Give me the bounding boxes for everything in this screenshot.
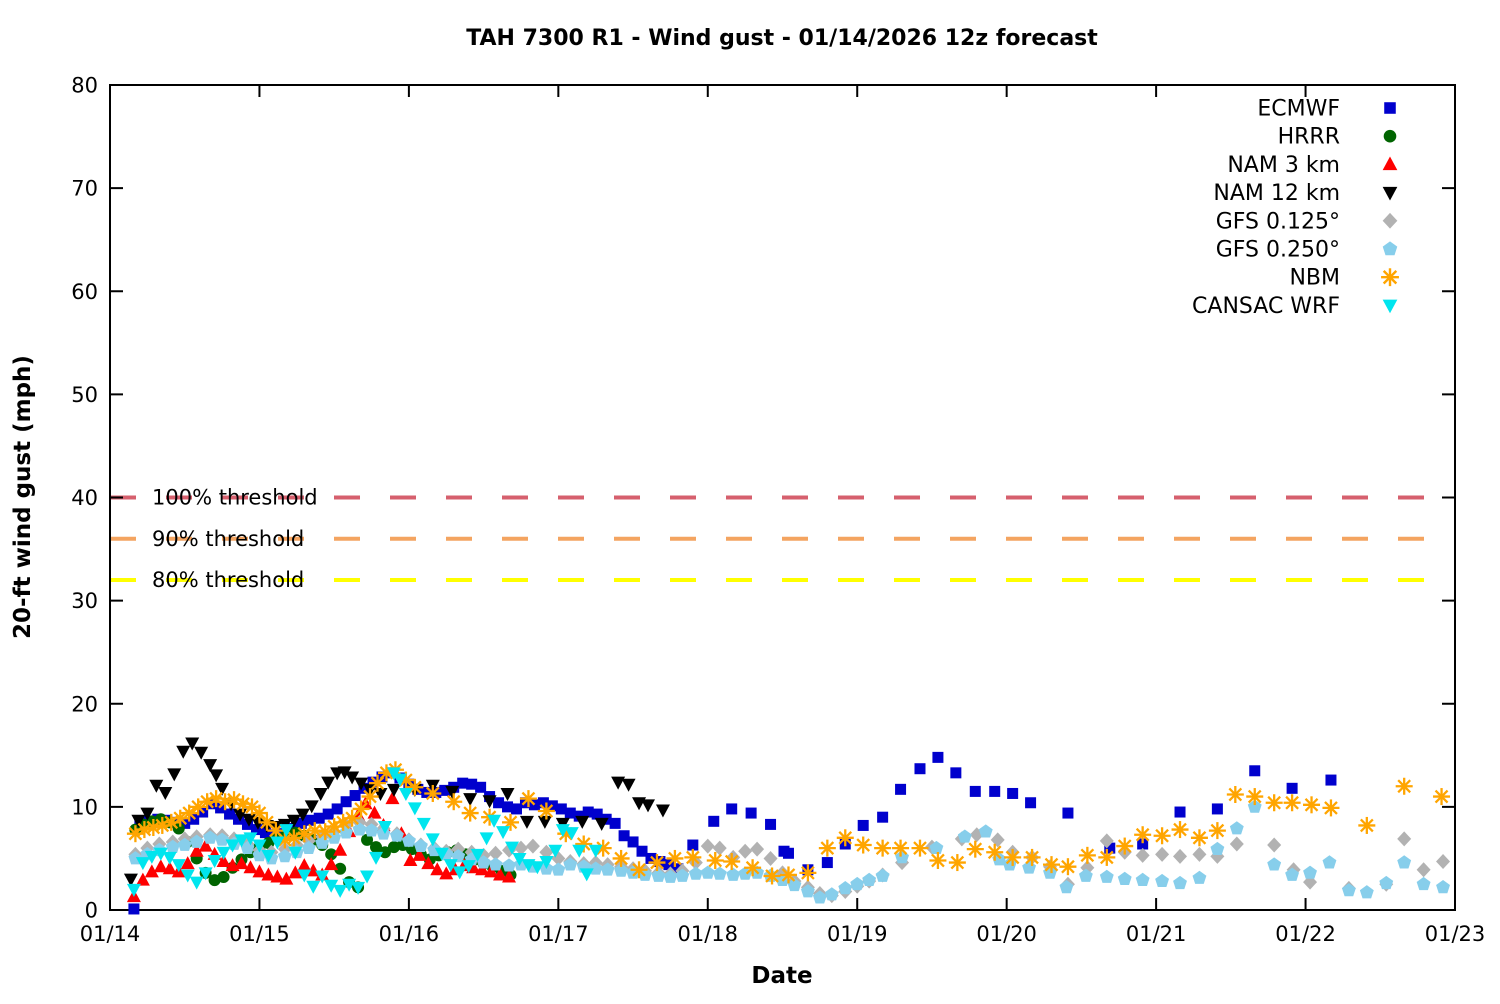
legend: ECMWF HRRR NAM 3 km NAM 12 km GFS 0.125° GFS …	[1192, 97, 1399, 319]
y-tick-label: 80	[71, 74, 98, 98]
x-tick-label: 01/23	[1425, 922, 1486, 946]
y-tick-label: 70	[71, 177, 98, 201]
threshold-label: 80% threshold	[152, 568, 304, 592]
x-axis-label: Date	[751, 963, 812, 989]
axes: 01/14 01/15 01/16 01/17 01/18 01/19 01/20 01/21…	[71, 74, 1485, 947]
y-tick-label: 20	[71, 692, 98, 716]
legend-label: GFS 0.250°	[1216, 238, 1340, 263]
legend-marker-square-icon	[1384, 102, 1396, 114]
legend-item-hrrr: HRRR	[1278, 125, 1397, 150]
y-tick-label: 10	[71, 795, 98, 819]
legend-label: ECMWF	[1257, 97, 1340, 122]
y-tick-label: 0	[85, 899, 98, 923]
x-tick-label: 01/15	[229, 922, 290, 946]
y-tick-label: 60	[71, 280, 98, 304]
threshold-label: 90% threshold	[152, 527, 304, 551]
y-tick-label: 40	[71, 486, 98, 510]
legend-label: HRRR	[1278, 125, 1340, 150]
legend-item-gfs-0-125-: GFS 0.125°	[1216, 209, 1398, 234]
y-tick-label: 50	[71, 383, 98, 407]
legend-label: NAM 12 km	[1213, 181, 1340, 206]
legend-marker-diamond-icon	[1382, 212, 1398, 229]
x-tick-label: 01/18	[678, 922, 739, 946]
series-cansac-wrf	[126, 767, 603, 898]
x-tick-label: 01/20	[976, 922, 1037, 946]
series-gfs-0-125-	[128, 814, 1451, 904]
series-nam-12-km	[123, 737, 670, 887]
x-tick-label: 01/16	[379, 922, 440, 946]
y-tick-label: 30	[71, 589, 98, 613]
legend-item-nam-12-km: NAM 12 km	[1213, 181, 1398, 206]
legend-marker-triangle-down-icon	[1382, 186, 1398, 201]
legend-marker-pentagon-icon	[1382, 241, 1398, 256]
data-points	[123, 737, 1451, 915]
legend-label: CANSAC WRF	[1192, 294, 1340, 319]
legend-marker-triangle-down-icon	[1382, 299, 1398, 314]
legend-item-gfs-0-250-: GFS 0.250°	[1216, 238, 1398, 263]
legend-marker-triangle-up-icon	[1382, 156, 1398, 171]
x-tick-label: 01/19	[827, 922, 888, 946]
legend-marker-asterisk-icon	[1381, 268, 1399, 287]
chart-title: TAH 7300 R1 - Wind gust - 01/14/2026 12z…	[466, 26, 1098, 51]
legend-label: NBM	[1289, 266, 1340, 291]
legend-marker-circle-icon	[1383, 129, 1397, 143]
legend-item-ecmwf: ECMWF	[1257, 97, 1396, 122]
legend-item-nam-3-km: NAM 3 km	[1227, 153, 1398, 178]
legend-item-cansac-wrf: CANSAC WRF	[1192, 294, 1398, 319]
x-tick-label: 01/14	[80, 922, 141, 946]
y-axis-label: 20-ft wind gust (mph)	[10, 355, 36, 639]
threshold-lines: 100% threshold 90% threshold 80% threshold	[110, 486, 1455, 592]
legend-item-nbm: NBM	[1289, 266, 1399, 291]
x-tick-label: 01/22	[1275, 922, 1336, 946]
legend-label: NAM 3 km	[1227, 153, 1340, 178]
x-tick-label: 01/17	[528, 922, 589, 946]
x-tick-label: 01/21	[1126, 922, 1187, 946]
legend-label: GFS 0.125°	[1216, 209, 1340, 234]
threshold-label: 100% threshold	[152, 486, 318, 510]
